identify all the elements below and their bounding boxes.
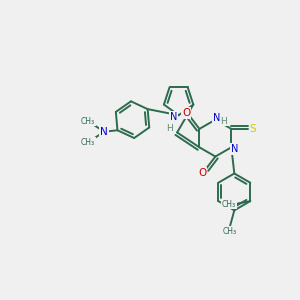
Text: CH₃: CH₃ — [81, 138, 95, 147]
Text: CH₃: CH₃ — [222, 200, 236, 208]
Text: N: N — [169, 112, 177, 122]
Text: S: S — [250, 124, 256, 134]
Text: H: H — [166, 124, 173, 134]
Text: O: O — [198, 168, 206, 178]
Text: N: N — [231, 144, 238, 154]
Text: N: N — [100, 127, 108, 137]
Text: N: N — [213, 113, 220, 123]
Text: O: O — [182, 108, 190, 118]
Text: H: H — [220, 117, 227, 126]
Text: CH₃: CH₃ — [223, 226, 237, 236]
Text: CH₃: CH₃ — [81, 116, 95, 125]
